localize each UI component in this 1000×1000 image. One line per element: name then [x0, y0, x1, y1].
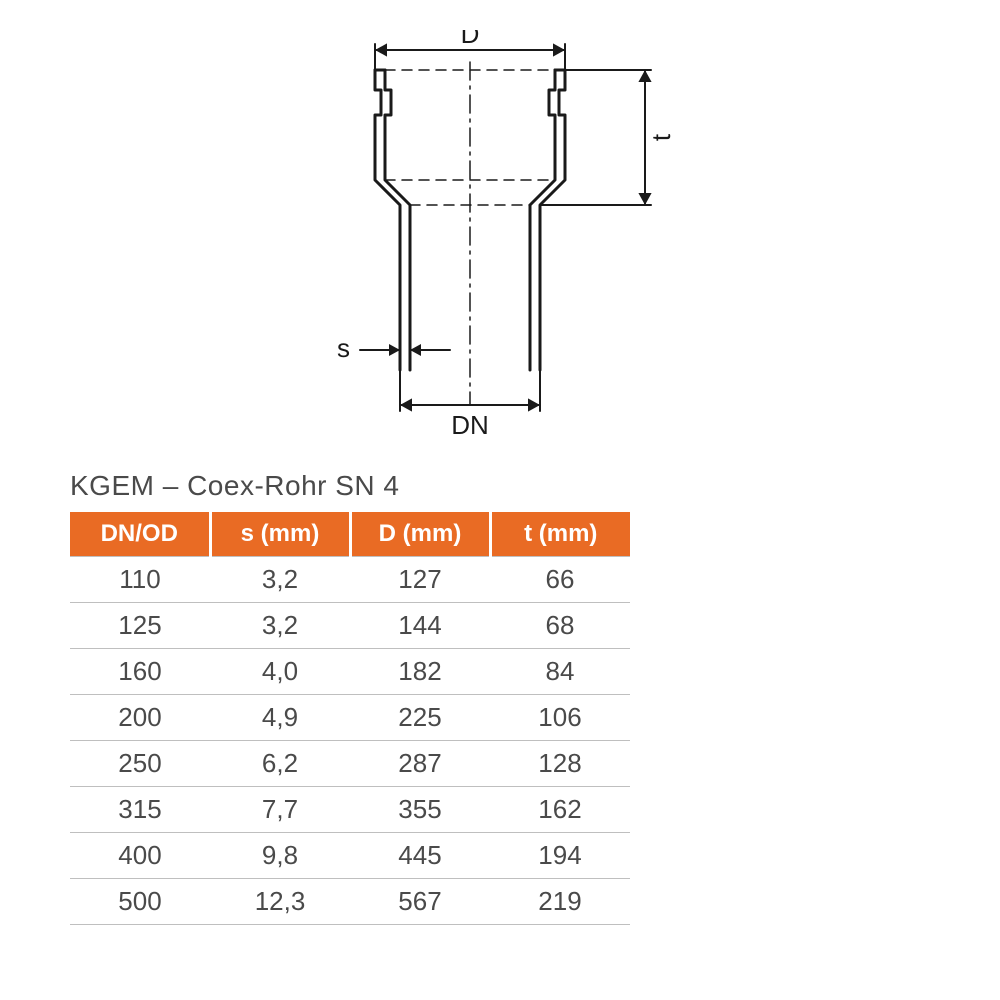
table-cell: 68 — [490, 603, 630, 649]
table-cell: 12,3 — [210, 879, 350, 925]
table-cell: 445 — [350, 833, 490, 879]
table-cell: 500 — [70, 879, 210, 925]
table-row: 2004,9225106 — [70, 695, 630, 741]
table-header-cell: DN/OD — [70, 512, 210, 557]
table-row: 1604,018284 — [70, 649, 630, 695]
table-cell: 128 — [490, 741, 630, 787]
pipe-diagram: Dt s DN — [70, 30, 930, 460]
table-cell: 106 — [490, 695, 630, 741]
table-cell: 125 — [70, 603, 210, 649]
table-header-cell: D (mm) — [350, 512, 490, 557]
table-cell: 355 — [350, 787, 490, 833]
table-cell: 127 — [350, 557, 490, 603]
table-header-row: DN/ODs (mm)D (mm)t (mm) — [70, 512, 630, 557]
table-row: 4009,8445194 — [70, 833, 630, 879]
table-cell: 287 — [350, 741, 490, 787]
table-header-cell: t (mm) — [490, 512, 630, 557]
table-body: 1103,2127661253,2144681604,0182842004,92… — [70, 557, 630, 925]
table-cell: 6,2 — [210, 741, 350, 787]
table-cell: 7,7 — [210, 787, 350, 833]
table-row: 50012,3567219 — [70, 879, 630, 925]
table-cell: 3,2 — [210, 603, 350, 649]
table-cell: 144 — [350, 603, 490, 649]
table-cell: 66 — [490, 557, 630, 603]
table-cell: 162 — [490, 787, 630, 833]
table-cell: 9,8 — [210, 833, 350, 879]
table-cell: 4,9 — [210, 695, 350, 741]
table-cell: 194 — [490, 833, 630, 879]
svg-text:DN: DN — [451, 410, 489, 440]
table-cell: 315 — [70, 787, 210, 833]
table-cell: 84 — [490, 649, 630, 695]
spec-table-area: KGEM – Coex-Rohr SN 4 DN/ODs (mm)D (mm)t… — [70, 470, 930, 925]
table-row: 3157,7355162 — [70, 787, 630, 833]
table-cell: 110 — [70, 557, 210, 603]
table-header-cell: s (mm) — [210, 512, 350, 557]
table-row: 2506,2287128 — [70, 741, 630, 787]
table-cell: 225 — [350, 695, 490, 741]
table-cell: 400 — [70, 833, 210, 879]
spec-table: DN/ODs (mm)D (mm)t (mm) 1103,2127661253,… — [70, 512, 630, 925]
table-row: 1253,214468 — [70, 603, 630, 649]
table-row: 1103,212766 — [70, 557, 630, 603]
table-cell: 160 — [70, 649, 210, 695]
table-cell: 219 — [490, 879, 630, 925]
table-cell: 4,0 — [210, 649, 350, 695]
table-cell: 3,2 — [210, 557, 350, 603]
svg-text:t: t — [646, 133, 676, 141]
table-cell: 200 — [70, 695, 210, 741]
table-title: KGEM – Coex-Rohr SN 4 — [70, 470, 930, 502]
table-cell: 567 — [350, 879, 490, 925]
pipe-svg: Dt s DN — [220, 30, 780, 450]
table-cell: 182 — [350, 649, 490, 695]
svg-text:D: D — [461, 30, 480, 49]
table-cell: 250 — [70, 741, 210, 787]
svg-text:s: s — [337, 333, 350, 363]
